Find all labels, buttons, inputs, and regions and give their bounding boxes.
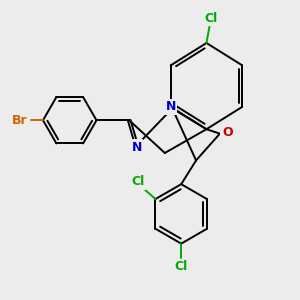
Text: Cl: Cl (131, 175, 144, 188)
Text: Br: Br (12, 114, 28, 127)
Text: N: N (131, 140, 142, 154)
Text: Cl: Cl (175, 260, 188, 273)
Text: N: N (166, 100, 176, 113)
Text: Cl: Cl (204, 12, 218, 25)
Text: O: O (222, 126, 232, 139)
